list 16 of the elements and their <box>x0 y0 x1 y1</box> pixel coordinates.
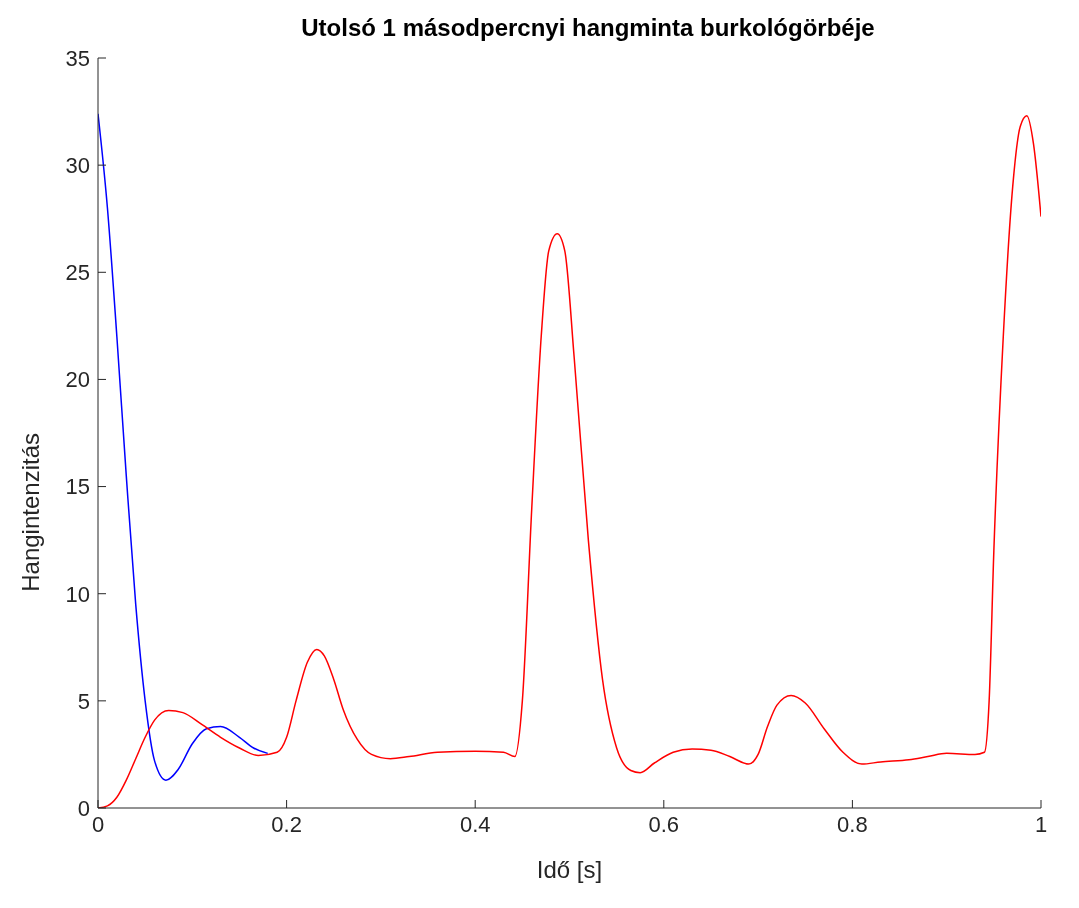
y-tick-label: 35 <box>65 45 90 71</box>
x-axis-title: Idő [s] <box>536 856 603 883</box>
chart-title: Utolsó 1 másodpercnyi hangminta burkológörbéje <box>300 14 876 42</box>
y-tick-label: 20 <box>65 367 90 393</box>
y-tick-label: 5 <box>77 688 90 714</box>
x-tick-label: 0.2 <box>271 811 302 837</box>
y-tick-label: 10 <box>65 581 90 607</box>
x-tick-label: 1 <box>1034 811 1048 837</box>
x-tick-label: 0.6 <box>648 811 680 837</box>
y-axis-title: Hangintenzitás <box>16 433 44 592</box>
x-tick-label: 0.4 <box>459 811 491 837</box>
y-tick-label: 25 <box>65 260 90 286</box>
y-tick-label: 15 <box>65 474 90 500</box>
y-tick-label: 0 <box>77 795 90 821</box>
y-tick-label: 30 <box>65 152 90 178</box>
x-tick-label: 0.8 <box>837 811 868 837</box>
